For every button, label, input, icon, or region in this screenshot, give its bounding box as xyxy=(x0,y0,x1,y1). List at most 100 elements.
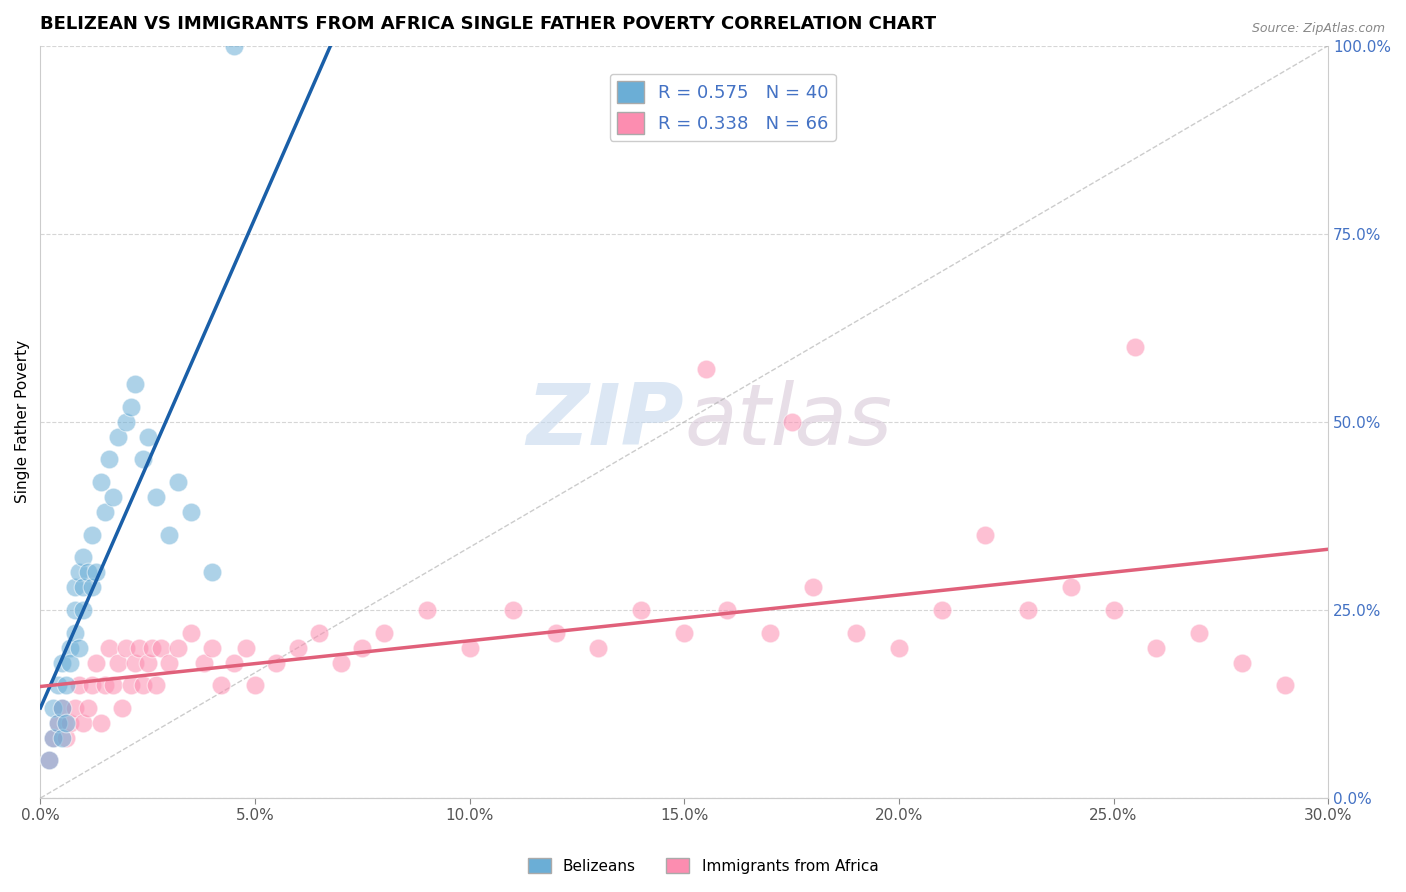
Point xyxy=(55,731,77,745)
Text: atlas: atlas xyxy=(685,380,893,463)
Point xyxy=(72,603,94,617)
Point xyxy=(845,625,868,640)
Point xyxy=(373,625,395,640)
Point xyxy=(235,640,257,655)
Point xyxy=(80,678,103,692)
Point xyxy=(180,505,202,519)
Point xyxy=(46,678,69,692)
Legend: R = 0.575   N = 40, R = 0.338   N = 66: R = 0.575 N = 40, R = 0.338 N = 66 xyxy=(610,73,837,141)
Point xyxy=(193,656,215,670)
Point xyxy=(103,678,125,692)
Point xyxy=(42,731,65,745)
Point xyxy=(51,731,73,745)
Point xyxy=(94,678,117,692)
Point xyxy=(157,656,180,670)
Point xyxy=(46,715,69,730)
Point xyxy=(544,625,567,640)
Point xyxy=(243,678,266,692)
Point xyxy=(801,581,824,595)
Point xyxy=(46,715,69,730)
Point xyxy=(759,625,782,640)
Point xyxy=(695,362,717,376)
Point xyxy=(76,566,98,580)
Point xyxy=(84,566,107,580)
Point xyxy=(141,640,163,655)
Text: Source: ZipAtlas.com: Source: ZipAtlas.com xyxy=(1251,22,1385,36)
Point xyxy=(1059,581,1081,595)
Point xyxy=(120,400,142,414)
Point xyxy=(931,603,953,617)
Point xyxy=(55,715,77,730)
Point xyxy=(157,527,180,541)
Point xyxy=(63,625,86,640)
Point xyxy=(51,700,73,714)
Point xyxy=(89,475,111,489)
Point xyxy=(55,678,77,692)
Text: ZIP: ZIP xyxy=(527,380,685,463)
Point xyxy=(222,38,245,53)
Point xyxy=(103,490,125,504)
Point xyxy=(72,581,94,595)
Point xyxy=(132,452,155,467)
Point xyxy=(42,731,65,745)
Point xyxy=(132,678,155,692)
Point xyxy=(145,490,167,504)
Point xyxy=(98,640,121,655)
Point xyxy=(166,640,188,655)
Point xyxy=(59,656,82,670)
Point xyxy=(180,625,202,640)
Point xyxy=(266,656,288,670)
Text: BELIZEAN VS IMMIGRANTS FROM AFRICA SINGLE FATHER POVERTY CORRELATION CHART: BELIZEAN VS IMMIGRANTS FROM AFRICA SINGL… xyxy=(41,15,936,33)
Point xyxy=(80,581,103,595)
Point xyxy=(42,700,65,714)
Point xyxy=(352,640,374,655)
Point xyxy=(124,377,146,392)
Point xyxy=(673,625,696,640)
Point xyxy=(588,640,610,655)
Point xyxy=(67,678,90,692)
Point xyxy=(63,581,86,595)
Point xyxy=(98,452,121,467)
Point xyxy=(1123,340,1146,354)
Point xyxy=(67,640,90,655)
Point xyxy=(780,415,803,429)
Legend: Belizeans, Immigrants from Africa: Belizeans, Immigrants from Africa xyxy=(522,852,884,880)
Point xyxy=(38,754,60,768)
Point xyxy=(1232,656,1254,670)
Point xyxy=(145,678,167,692)
Point xyxy=(136,656,159,670)
Point xyxy=(166,475,188,489)
Point xyxy=(115,640,138,655)
Point xyxy=(1188,625,1211,640)
Point xyxy=(51,700,73,714)
Point xyxy=(124,656,146,670)
Point xyxy=(120,678,142,692)
Point xyxy=(63,603,86,617)
Point xyxy=(67,566,90,580)
Point xyxy=(107,430,129,444)
Point xyxy=(136,430,159,444)
Point xyxy=(72,550,94,565)
Point xyxy=(716,603,738,617)
Point xyxy=(72,715,94,730)
Point xyxy=(1017,603,1039,617)
Point xyxy=(222,656,245,670)
Point xyxy=(502,603,524,617)
Point xyxy=(51,656,73,670)
Point xyxy=(94,505,117,519)
Point xyxy=(973,527,995,541)
Point xyxy=(630,603,652,617)
Point xyxy=(76,700,98,714)
Point xyxy=(59,640,82,655)
Point xyxy=(59,715,82,730)
Point xyxy=(887,640,910,655)
Point xyxy=(1274,678,1296,692)
Point xyxy=(287,640,309,655)
Point xyxy=(209,678,232,692)
Point xyxy=(416,603,439,617)
Point xyxy=(63,700,86,714)
Point xyxy=(80,527,103,541)
Point xyxy=(308,625,330,640)
Point xyxy=(201,566,224,580)
Point xyxy=(201,640,224,655)
